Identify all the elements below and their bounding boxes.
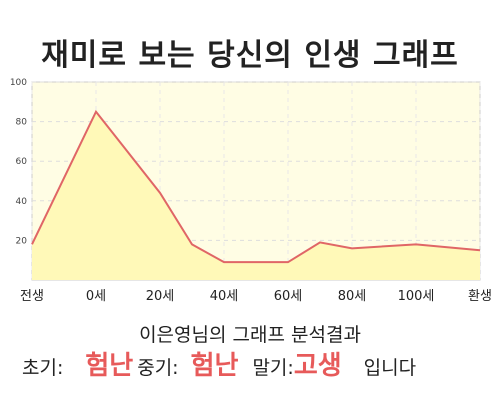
series-area bbox=[32, 111, 480, 280]
x-tick-label: 0세 bbox=[86, 289, 106, 304]
y-tick-label: 80 bbox=[16, 118, 28, 128]
series-line bbox=[31, 109, 481, 264]
y-tick-label: 20 bbox=[16, 236, 28, 246]
chart-title: 재미로 보는 당신의 인생 그래프 bbox=[41, 38, 459, 73]
y-tick-label: 100 bbox=[10, 78, 27, 88]
analysis-summary: 초기: 험난 중기: 험난 말기: 고생 입니다 bbox=[22, 345, 492, 382]
late-label: 말기: bbox=[252, 357, 294, 379]
x-tick-label: 80세 bbox=[338, 289, 367, 304]
late-value: 고생 bbox=[293, 351, 342, 381]
analysis-subtitle: 이은영님의 그래프 분석결과 bbox=[139, 324, 361, 346]
early-label: 초기: bbox=[22, 357, 64, 379]
life-graph-chart: 20 40 60 80 100 전생 0세 20세 40세 60세 80세 100세 환생 bbox=[10, 78, 492, 304]
mid-value: 험난 bbox=[190, 351, 239, 381]
early-value: 험난 bbox=[85, 351, 134, 381]
x-tick-label: 60세 bbox=[274, 289, 303, 304]
x-tick-label: 전생 bbox=[20, 289, 44, 304]
mid-label: 중기: bbox=[137, 357, 179, 379]
y-tick-label: 40 bbox=[16, 197, 28, 207]
ending-text: 입니다 bbox=[363, 357, 417, 379]
x-tick-label: 20세 bbox=[146, 289, 175, 304]
x-tick-label: 40세 bbox=[210, 289, 239, 304]
x-tick-label: 100세 bbox=[398, 289, 435, 304]
y-tick-label: 60 bbox=[16, 157, 28, 167]
x-tick-label: 환생 bbox=[468, 289, 492, 304]
